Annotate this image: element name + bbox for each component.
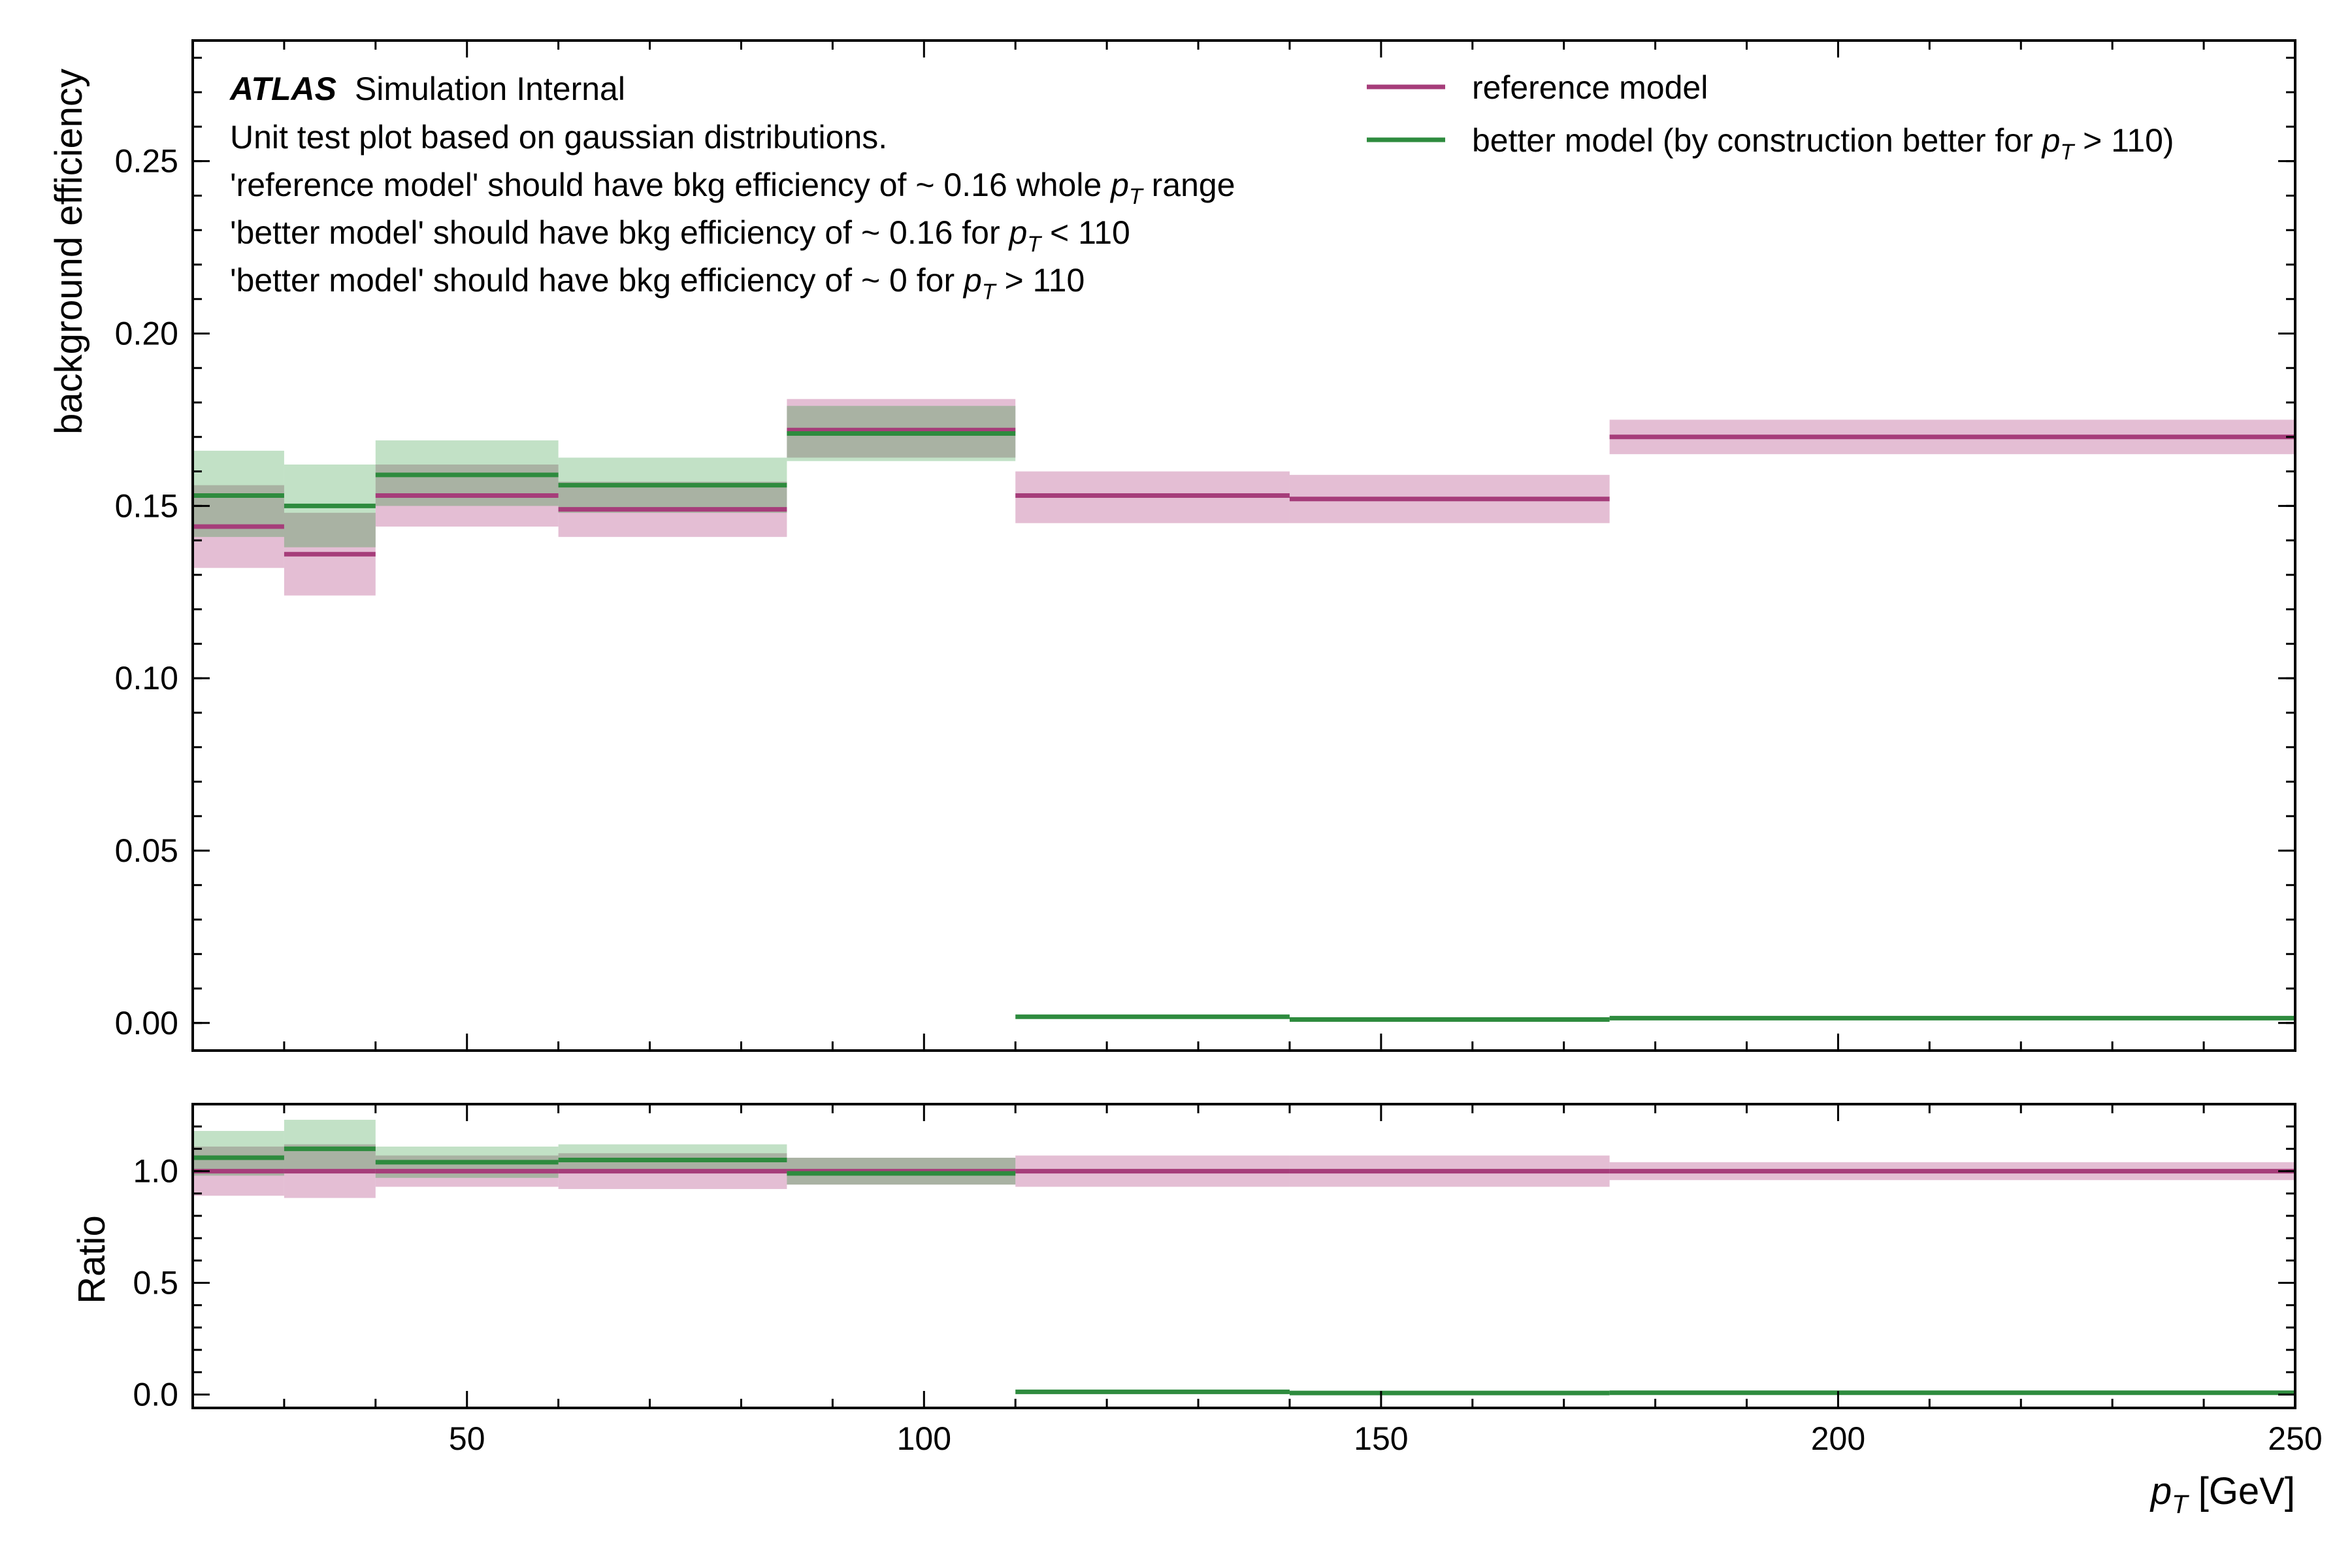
status-label: Simulation Internal bbox=[355, 71, 625, 107]
main-overlap-band-2 bbox=[375, 465, 559, 506]
ratio-lines bbox=[193, 1146, 2295, 1396]
ratio-y-axis-label: Ratio bbox=[71, 1215, 113, 1303]
x-tick-label-4: 250 bbox=[2268, 1420, 2322, 1457]
annotation-block: ATLAS Simulation Internal Unit test plot… bbox=[229, 71, 1235, 304]
x-tick-label-1: 100 bbox=[897, 1420, 951, 1457]
main-panel: 0.00 0.05 0.10 0.15 0.20 0.25 background effi… bbox=[48, 39, 2296, 1052]
main-ytick-label-5: 0.25 bbox=[115, 143, 178, 180]
main-ytick-label-0: 0.00 bbox=[115, 1005, 178, 1041]
main-ytick-label-2: 0.10 bbox=[115, 660, 178, 696]
ratio-overlap-band-2 bbox=[375, 1155, 559, 1178]
main-ticks: 0.00 0.05 0.10 0.15 0.20 0.25 bbox=[115, 41, 2296, 1051]
x-tick-label-2: 150 bbox=[1354, 1420, 1408, 1457]
ratio-ticks: 0.0 0.5 1.0 50 100 150 200 250 bbox=[133, 1103, 2323, 1457]
ratio-plot-frame bbox=[191, 1103, 2296, 1409]
annotation-line-1: Unit test plot based on gaussian distrib… bbox=[230, 119, 887, 155]
main-overlap-band-1 bbox=[284, 512, 376, 547]
x-axis-label: pT [GeV] bbox=[2149, 1470, 2295, 1519]
atlas-label: ATLAS Simulation Internal bbox=[229, 71, 625, 107]
main-y-axis-label: background efficiency bbox=[48, 69, 90, 434]
ratio-ytick-label-0: 0.0 bbox=[133, 1376, 178, 1413]
main-ytick-label-3: 0.15 bbox=[115, 487, 178, 524]
main-plot-frame bbox=[191, 39, 2296, 1052]
x-tick-label-3: 200 bbox=[1811, 1420, 1865, 1457]
main-overlap-band-0 bbox=[193, 485, 284, 537]
x-tick-label-0: 50 bbox=[449, 1420, 485, 1457]
annotation-line-3: 'better model' should have bkg efficienc… bbox=[230, 214, 1130, 257]
legend-label-better: better model (by construction better for… bbox=[1472, 122, 2174, 165]
legend: reference model better model (by constru… bbox=[1367, 69, 2174, 165]
ratio-panel: 0.0 0.5 1.0 50 100 150 200 250 Ratio pT [GeV] bbox=[71, 1103, 2323, 1519]
ratio-ytick-label-2: 1.0 bbox=[133, 1153, 178, 1190]
main-ytick-label-4: 0.20 bbox=[115, 315, 178, 351]
experiment-label: ATLAS bbox=[229, 71, 336, 107]
ratio-ytick-label-1: 0.5 bbox=[133, 1265, 178, 1301]
annotation-line-2: 'reference model' should have bkg effici… bbox=[230, 167, 1235, 209]
annotation-line-4: 'better model' should have bkg efficienc… bbox=[230, 262, 1085, 304]
main-lines bbox=[193, 427, 2295, 1022]
main-ytick-label-1: 0.05 bbox=[115, 832, 178, 869]
legend-label-reference: reference model bbox=[1472, 69, 1708, 106]
ratio-bands bbox=[193, 1119, 2295, 1198]
